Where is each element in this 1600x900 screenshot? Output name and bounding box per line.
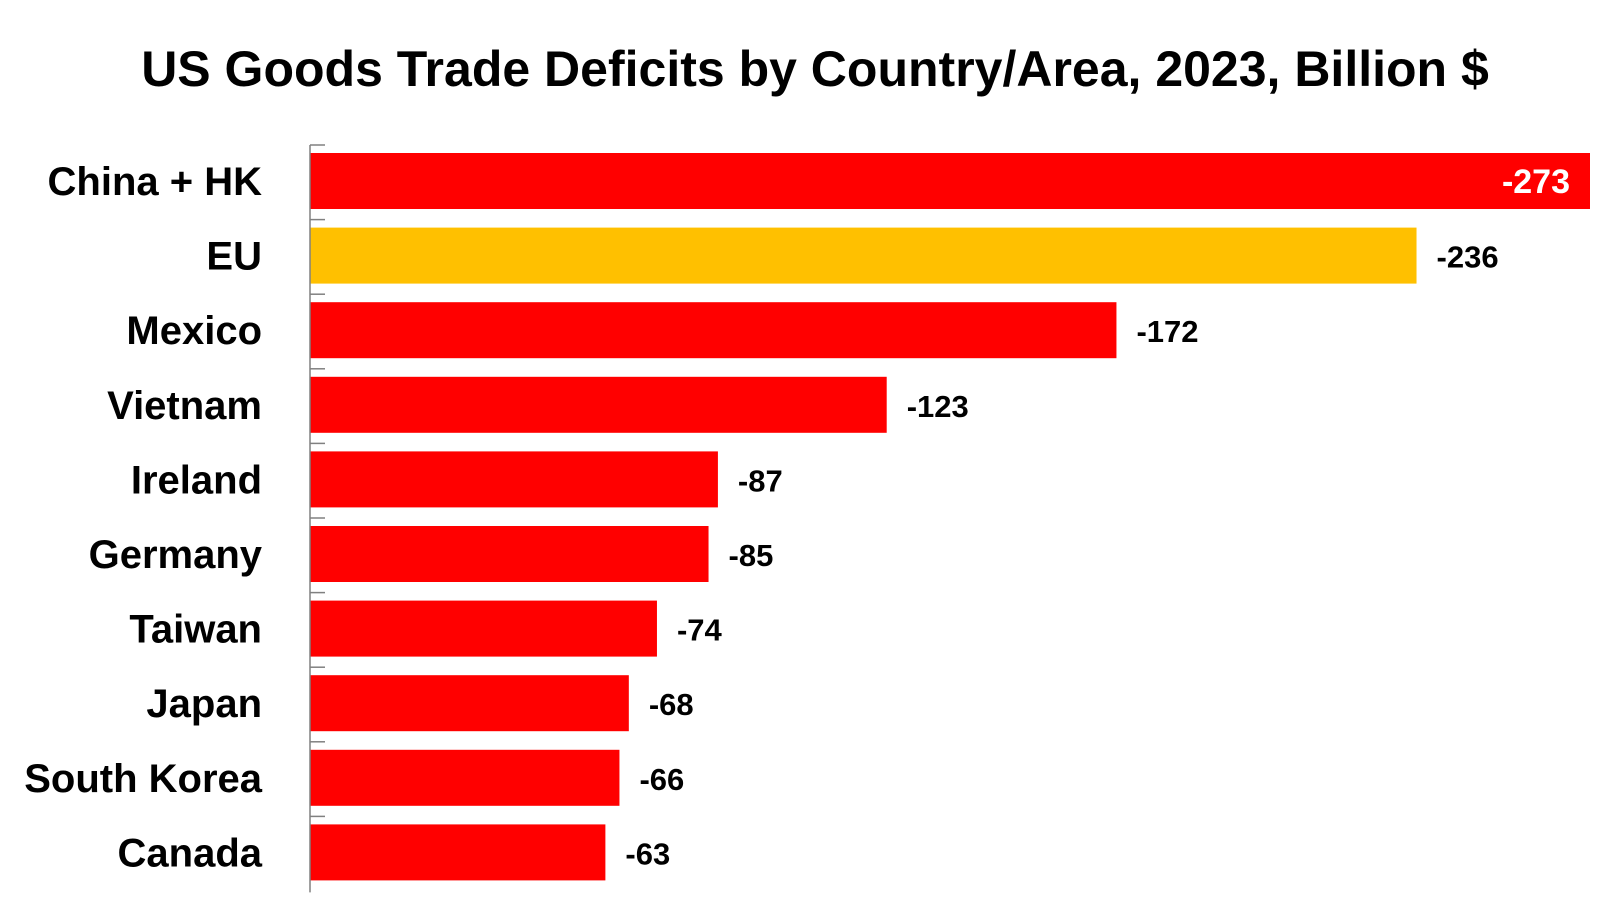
bar-mexico [310,302,1117,359]
category-label: China + HK [48,160,263,204]
data-label: -74 [677,613,723,648]
data-label: -172 [1136,314,1198,349]
bar-japan [310,675,629,732]
category-axis [309,144,325,893]
category-label: Japan [146,682,262,726]
category-label: South Korea [24,757,263,801]
data-label: -63 [625,836,670,871]
bar-vietnam [310,376,887,433]
data-label: -236 [1437,240,1499,275]
data-label: -87 [738,463,783,498]
bar-canada [310,824,606,881]
bar-germany [310,526,709,582]
category-label: Ireland [131,458,262,502]
chart-title: US Goods Trade Deficits by Country/Area,… [141,41,1489,97]
bar-china-hk [310,153,1590,209]
bar-ireland [310,451,718,508]
category-label: Germany [89,533,263,577]
data-label: -68 [649,687,694,722]
data-label: -85 [729,538,774,573]
bar-taiwan [310,600,657,657]
category-label: Mexico [126,309,262,353]
category-label: EU [206,235,262,279]
bars-layer [310,153,1590,881]
data-label: -123 [907,389,969,424]
category-label: Vietnam [107,384,262,428]
category-label: Canada [118,831,263,875]
data-label: -66 [639,762,684,797]
data-label: -273 [1502,163,1570,201]
bar-south-korea [310,749,620,806]
category-label: Taiwan [129,608,262,652]
bar-eu [310,227,1417,284]
labels-layer: China + HK -273 EU -236 Mexico -172 Vietnam -12… [24,160,1570,875]
